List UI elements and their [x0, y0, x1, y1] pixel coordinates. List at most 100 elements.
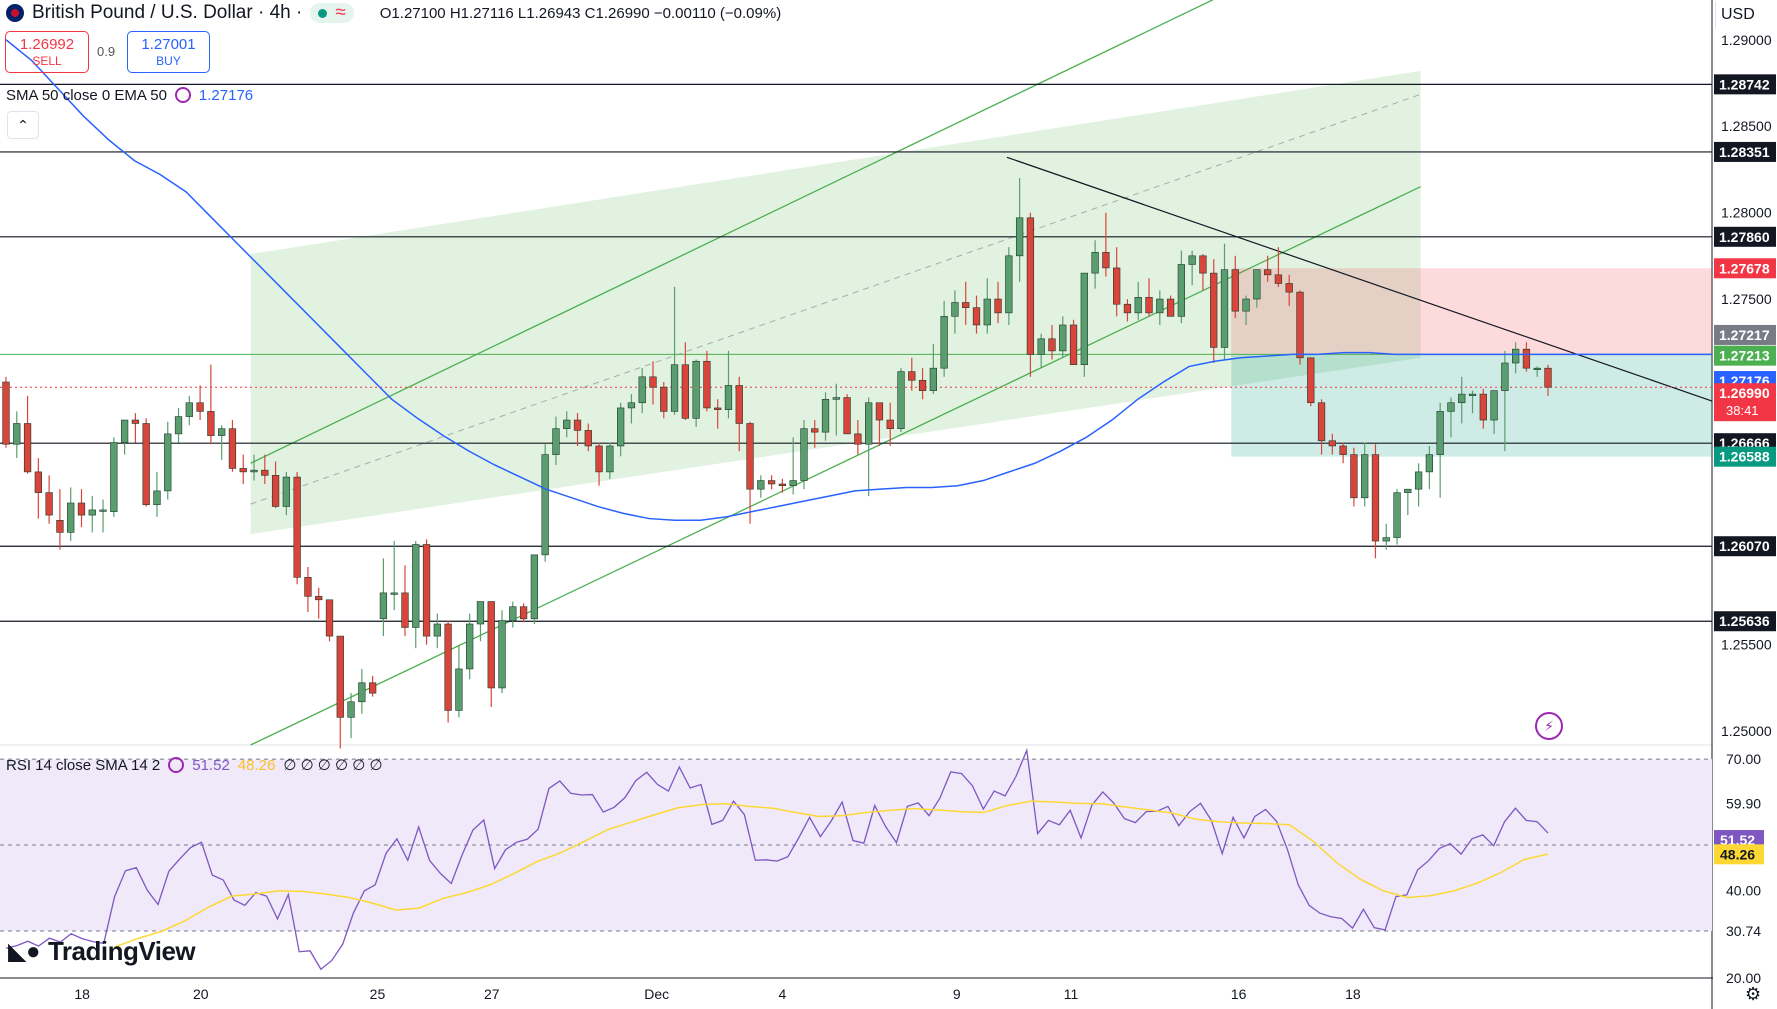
ohlc-values: O1.27100 H1.27116 L1.26943 C1.26990 −0.0…: [379, 4, 782, 22]
candle: [951, 290, 959, 334]
candle-body: [271, 475, 280, 507]
level-price-tag-bg: [1714, 611, 1776, 632]
candle: [1253, 269, 1261, 308]
rsi-sma-value: 48.26: [237, 756, 276, 774]
candle: [843, 394, 851, 435]
candle-body: [315, 596, 323, 601]
candle-body: [638, 376, 646, 404]
buy-button[interactable]: 1.27001 BUY: [127, 31, 210, 73]
candle-body: [509, 606, 517, 621]
sma-legend[interactable]: SMA 50 close 0 EMA 50 1.27176: [6, 84, 253, 106]
tradingview-logo[interactable]: ◣● TradingView: [8, 936, 196, 967]
time-axis[interactable]: 18 20 25 27 Dec 4 9 11 16 18: [74, 986, 1361, 1002]
candle: [541, 444, 549, 562]
level-price-tag: 1.28742: [1719, 76, 1770, 92]
symbol-title[interactable]: British Pound / U.S. Dollar · 4h ·: [32, 2, 303, 23]
candle-body: [649, 376, 657, 388]
candle: [800, 420, 808, 490]
candle: [13, 411, 21, 459]
candle-body: [1447, 402, 1455, 412]
candle-body: [455, 668, 463, 711]
candle-body: [918, 379, 927, 391]
candle: [918, 368, 927, 400]
candle: [412, 541, 420, 649]
candle-body: [573, 419, 582, 431]
candle: [865, 397, 873, 497]
candle: [681, 342, 689, 421]
time-tick-label: 18: [1345, 986, 1361, 1002]
candle: [1231, 255, 1239, 319]
descending-trendline: [1006, 156, 1713, 402]
candle-body: [584, 430, 592, 447]
price-axis[interactable]: 1.29000 1.28500 1.28000 1.27500 1.25500 1.250…: [1713, 0, 1777, 1009]
candle-body: [897, 371, 905, 429]
crosshair-price-tag-bg: [1714, 324, 1776, 345]
candle-body: [1015, 217, 1024, 257]
candle: [735, 376, 743, 452]
rsi-label: RSI 14 close SMA 14 2: [6, 756, 161, 774]
candle-body: [1533, 367, 1541, 370]
candle-body: [1328, 440, 1336, 447]
sma-value: 1.27176: [198, 86, 254, 104]
candle: [832, 383, 840, 436]
candle: [196, 385, 204, 421]
lightning-icon[interactable]: ⚡: [1535, 712, 1563, 740]
target-price-tag-bg: [1714, 446, 1776, 467]
buy-label: BUY: [156, 54, 181, 68]
refresh-icon[interactable]: [174, 87, 191, 103]
candle-body: [1113, 267, 1121, 305]
level-price-tag: 1.26070: [1719, 538, 1770, 554]
wave-icon: ≈: [335, 2, 346, 23]
candle-body: [1220, 269, 1229, 348]
candle: [1263, 255, 1272, 282]
candle: [649, 361, 657, 405]
candle-body: [412, 544, 420, 628]
candle: [164, 421, 172, 500]
stop-price-tag-bg: [1714, 258, 1776, 279]
candle: [1479, 388, 1487, 429]
candle: [595, 442, 603, 486]
candle: [1490, 390, 1498, 434]
currency-selector[interactable]: USD: [1715, 2, 1771, 28]
candle-body: [164, 433, 172, 492]
candle-body: [99, 509, 107, 512]
candle-body: [304, 577, 312, 597]
candle: [498, 610, 506, 694]
candle: [1220, 243, 1229, 360]
candle: [929, 343, 937, 395]
candle-body: [821, 398, 830, 433]
candle-body: [1361, 454, 1369, 499]
candle-body: [1026, 217, 1035, 355]
rsi-refresh-icon[interactable]: [168, 757, 185, 773]
candle: [1026, 212, 1035, 377]
candle: [56, 489, 64, 550]
candle: [509, 601, 517, 628]
candle: [1048, 324, 1056, 360]
rsi-legend[interactable]: RSI 14 close SMA 14 2 51.52 48.26 ∅ ∅ ∅ …: [6, 754, 383, 776]
candle: [347, 693, 355, 739]
candle-body: [962, 302, 970, 308]
candle: [994, 281, 1002, 324]
candle-body: [45, 492, 53, 516]
candle-body: [563, 419, 571, 429]
rsi-pane: [0, 747, 1712, 971]
rsi-sma-value-tag-bg: [1714, 844, 1764, 865]
candle: [1328, 433, 1336, 455]
candle: [23, 395, 32, 474]
candle: [1544, 364, 1552, 396]
candle-body: [174, 416, 183, 435]
sell-button[interactable]: 1.26992 SELL: [5, 31, 89, 73]
candle-body: [1404, 488, 1412, 493]
rsi-value: 51.52: [192, 756, 230, 774]
settings-icon[interactable]: ⚙: [1745, 984, 1762, 1004]
candle-body: [358, 682, 366, 703]
last-price-tag: 1.26990: [1719, 385, 1770, 401]
time-tick-label: 9: [953, 986, 961, 1002]
time-tick-label: 16: [1231, 986, 1247, 1002]
market-status-pill[interactable]: ≈: [310, 2, 354, 23]
candle: [584, 423, 592, 452]
collapse-legend-button[interactable]: ⌃: [7, 111, 39, 139]
candle: [174, 407, 183, 443]
candle: [1393, 489, 1401, 545]
